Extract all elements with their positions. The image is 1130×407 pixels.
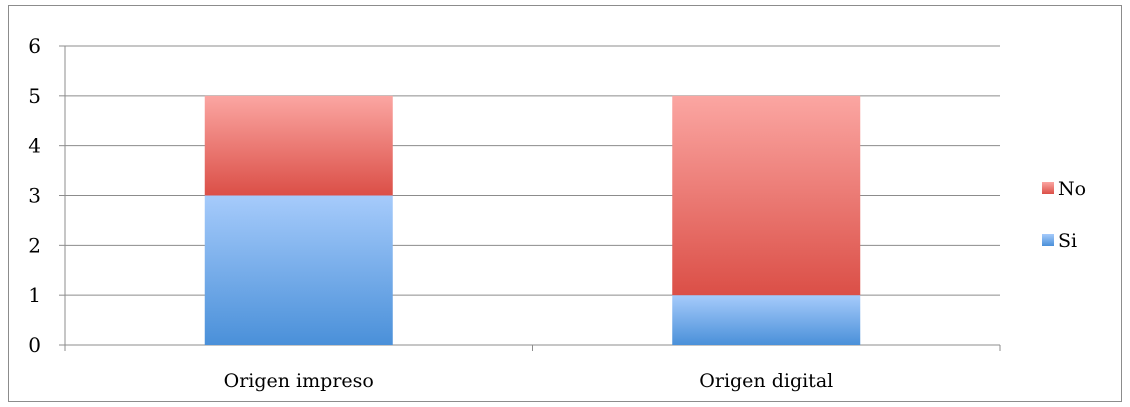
legend: No Si: [1042, 178, 1086, 252]
y-tick-label-2: 2: [28, 233, 41, 257]
y-tick-label-1: 1: [28, 283, 41, 307]
bar-no-1: [672, 95, 861, 296]
legend-swatch-si: [1042, 234, 1054, 246]
y-tick-label-0: 0: [28, 333, 41, 357]
legend-swatch-no: [1042, 182, 1054, 194]
legend-label-si: Si: [1058, 230, 1077, 252]
legend-label-no: No: [1058, 178, 1086, 200]
chart-frame: [8, 5, 1122, 402]
y-tick-label-5: 5: [28, 84, 41, 108]
y-tick-label-6: 6: [28, 34, 41, 58]
bar-si-0: [204, 195, 393, 345]
y-tick-label-4: 4: [28, 134, 41, 158]
x-category-label-0: Origen impreso: [224, 370, 374, 392]
y-tick-label-3: 3: [28, 184, 41, 208]
axis-labels: 0 1 2 3 4 5 6 Origen impreso Origen digital: [28, 34, 833, 392]
x-category-label-1: Origen digital: [699, 370, 833, 392]
bar-no-0: [204, 95, 393, 196]
bars: [204, 95, 861, 345]
bar-si-1: [672, 295, 861, 345]
